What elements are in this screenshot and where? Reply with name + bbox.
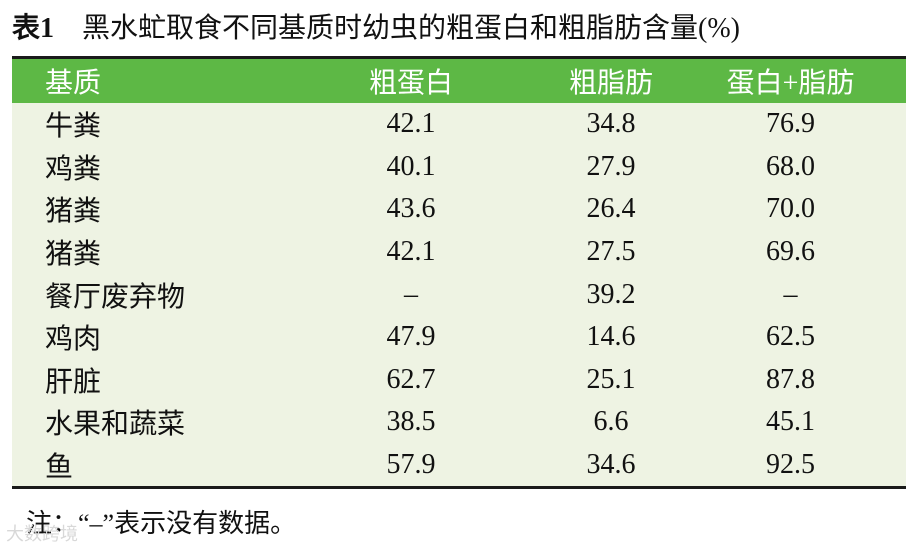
table-cell: – <box>783 278 798 310</box>
table-cell: 38.5 <box>386 406 436 438</box>
table-cell: 14.6 <box>586 321 636 353</box>
table-row: 猪粪 43.6 26.4 70.0 <box>12 188 906 231</box>
caption-label: 表1 <box>12 13 55 44</box>
table-cell: 42.1 <box>386 108 436 140</box>
table-cell: 47.9 <box>386 321 436 353</box>
table-cell: 猪粪 <box>45 196 102 228</box>
table-cell: 牛粪 <box>45 111 102 143</box>
table-cell: 42.1 <box>386 236 436 268</box>
table-cell: 43.6 <box>386 193 436 225</box>
table-cell: 39.2 <box>586 278 636 310</box>
table-row: 鱼 57.9 34.6 92.5 <box>12 444 906 488</box>
table-cell: 餐厅废弃物 <box>45 281 186 313</box>
table-cell: 34.8 <box>586 108 636 140</box>
table-cell: 鸡肉 <box>45 324 102 356</box>
header-cell: 蛋白+脂肪 <box>675 57 906 103</box>
table-cell: 68.0 <box>766 150 815 182</box>
table-cell: 25.1 <box>586 363 636 395</box>
table-cell: 34.6 <box>586 449 636 481</box>
table-row: 餐厅废弃物 – 39.2 – <box>12 273 906 316</box>
table: 基质 粗蛋白 粗脂肪 蛋白+脂肪 牛粪 42.1 34.8 76.9 鸡粪 40.1 27.9 68… <box>12 56 906 490</box>
header-cell: 基质 <box>12 57 275 103</box>
table-cell: 92.5 <box>766 449 815 481</box>
table-cell: 鱼 <box>45 452 74 484</box>
caption-title: 黑水虻取食不同基质时幼虫的粗蛋白和粗脂肪含量(%) <box>82 13 740 44</box>
table-cell: 26.4 <box>586 193 636 225</box>
table-cell: 40.1 <box>386 150 436 182</box>
table-row: 肝脏 62.7 25.1 87.8 <box>12 359 906 402</box>
table-row: 猪粪 42.1 27.5 69.6 <box>12 231 906 274</box>
table-cell: 水果和蔬菜 <box>45 409 186 441</box>
caption: 表1 黑水虻取食不同基质时幼虫的粗蛋白和粗脂肪含量(%) <box>12 6 740 46</box>
table-cell: 27.5 <box>586 236 636 268</box>
table-row: 牛粪 42.1 34.8 76.9 <box>12 103 906 146</box>
table-cell: 62.5 <box>766 321 815 353</box>
table-cell: 87.8 <box>766 363 815 395</box>
table-cell: 69.6 <box>766 236 815 268</box>
header-cell: 粗脂肪 <box>547 57 675 103</box>
table-cell: 62.7 <box>386 363 436 395</box>
table-cell: 57.9 <box>386 449 436 481</box>
table-row: 鸡肉 47.9 14.6 62.5 <box>12 316 906 359</box>
table-cell: – <box>404 278 418 310</box>
table-row: 鸡粪 40.1 27.9 68.0 <box>12 146 906 189</box>
watermark: 大数跨境 <box>6 524 78 545</box>
header-row: 基质 粗蛋白 粗脂肪 蛋白+脂肪 <box>12 57 906 103</box>
table-cell: 45.1 <box>766 406 815 438</box>
table-cell: 6.6 <box>593 406 629 438</box>
table-cell: 27.9 <box>586 150 636 182</box>
table-cell: 肝脏 <box>45 366 102 398</box>
note: 注：“–”表示没有数据。 <box>26 509 297 538</box>
table-row: 水果和蔬菜 38.5 6.6 45.1 <box>12 401 906 444</box>
table-cell: 猪粪 <box>45 239 102 271</box>
table-cell: 鸡粪 <box>45 153 102 185</box>
header-cell: 粗蛋白 <box>275 57 547 103</box>
table-body: 牛粪 42.1 34.8 76.9 鸡粪 40.1 27.9 68.0 猪粪 43.6 26.4 70… <box>12 103 906 488</box>
table-cell: 70.0 <box>766 193 815 225</box>
table-cell: 76.9 <box>766 108 815 140</box>
